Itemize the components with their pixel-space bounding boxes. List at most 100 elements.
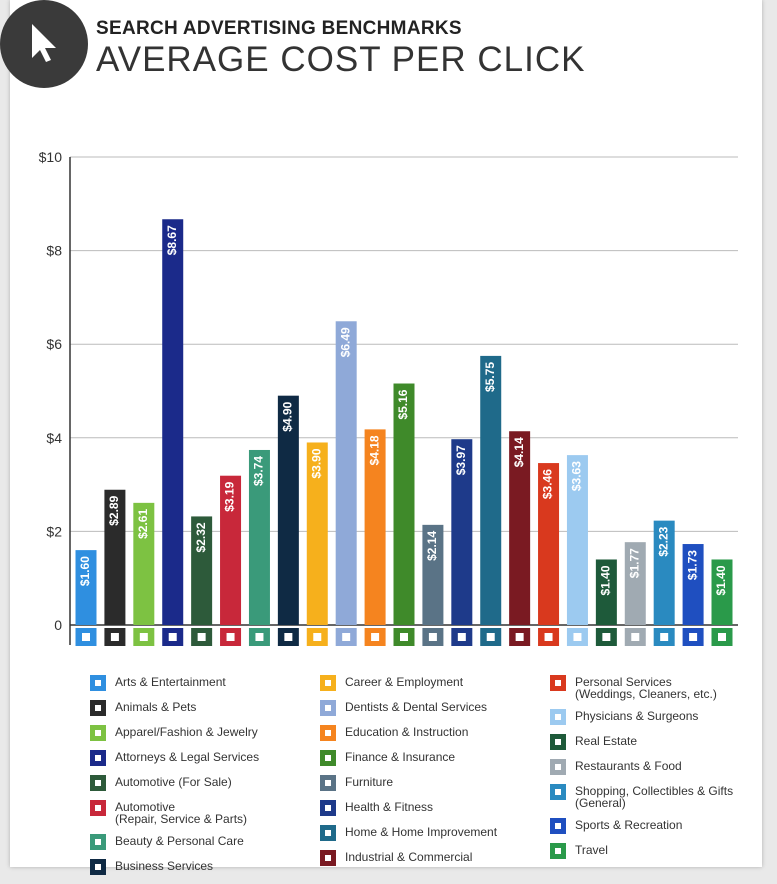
- legend-swatch: [550, 675, 566, 691]
- legend-item: Attorneys & Legal Services: [90, 750, 320, 766]
- value-label: $1.40: [599, 565, 613, 595]
- legend-label: Career & Employment: [345, 675, 464, 689]
- legend-label: Sports & Recreation: [575, 818, 683, 832]
- legend-swatch: [550, 734, 566, 750]
- legend-label: Automotive (For Sale): [115, 775, 232, 789]
- bar: [75, 550, 97, 625]
- legend-label: Furniture: [345, 775, 394, 789]
- category-icon-glyph: [602, 633, 611, 641]
- legend-label: Travel: [575, 843, 608, 857]
- legend-label: Physicians & Surgeons: [575, 709, 699, 723]
- value-label: $3.97: [454, 445, 468, 475]
- value-label: $2.14: [425, 531, 439, 561]
- legend-item: Beauty & Personal Care: [90, 834, 320, 850]
- legend-item: Education & Instruction: [320, 725, 550, 741]
- legend-label: Education & Instruction: [345, 725, 469, 739]
- value-label: $5.75: [483, 362, 497, 392]
- y-tick-label: $10: [39, 149, 63, 165]
- legend-swatch: [320, 750, 336, 766]
- bar: [191, 516, 213, 625]
- category-icon-glyph: [371, 633, 380, 641]
- category-icon-glyph: [631, 633, 640, 641]
- chart: 0 $2 $4 $6 $8 $10 $1.60 $2.89 $2.61 $8.67 $2.32 $3.…: [39, 149, 738, 646]
- legend-item: Health & Fitness: [320, 800, 550, 816]
- value-label: $3.74: [252, 456, 266, 486]
- bar: [364, 429, 386, 625]
- bar: [711, 559, 733, 625]
- legend-swatch: [90, 700, 106, 716]
- bar: [451, 439, 473, 625]
- legend-swatch: [320, 675, 336, 691]
- legend-item: Animals & Pets: [90, 700, 320, 716]
- legend: Arts & Entertainment Animals & Pets Appare…: [90, 675, 777, 884]
- value-label: $2.32: [194, 522, 208, 552]
- legend-item: Restaurants & Food: [550, 759, 777, 775]
- legend-label: Shopping, Collectibles & Gifts (General): [575, 784, 734, 810]
- bar: [162, 219, 184, 625]
- bar: [509, 431, 531, 625]
- legend-item: Apparel/Fashion & Jewelry: [90, 725, 320, 741]
- chart-title: AVERAGE COST PER CLICK: [96, 40, 586, 79]
- category-icon-glyph: [313, 633, 322, 641]
- value-label: $4.14: [512, 437, 526, 467]
- legend-label: Home & Home Improvement: [345, 825, 498, 839]
- legend-swatch: [320, 775, 336, 791]
- category-icon-glyph: [457, 633, 466, 641]
- legend-item: Sports & Recreation: [550, 818, 777, 834]
- legend-item: Personal Services (Weddings, Cleaners, e…: [550, 675, 777, 700]
- category-icon-glyph: [110, 633, 119, 641]
- legend-item: Home & Home Improvement: [320, 825, 550, 841]
- category-icon-glyph: [573, 633, 582, 641]
- legend-swatch: [90, 775, 106, 791]
- category-icon-glyph: [428, 633, 437, 641]
- value-label: $3.63: [570, 461, 584, 491]
- value-label: $1.77: [627, 548, 641, 578]
- legend-label: Automotive (Repair, Service & Parts): [115, 800, 248, 826]
- legend-item: Physicians & Surgeons: [550, 709, 777, 725]
- legend-swatch: [550, 709, 566, 725]
- legend-label: Apparel/Fashion & Jewelry: [115, 725, 258, 739]
- card: 0 $2 $4 $6 $8 $10 $1.60 $2.89 $2.61 $8.67 $2.32 $3.…: [10, 0, 762, 875]
- legend-label: Animals & Pets: [115, 700, 197, 714]
- bar: [306, 442, 328, 625]
- bar: [422, 524, 444, 625]
- legend-item: Arts & Entertainment: [90, 675, 320, 691]
- legend-item: Real Estate: [550, 734, 777, 750]
- category-icon-glyph: [544, 633, 553, 641]
- legend-item: Automotive (For Sale): [90, 775, 320, 791]
- legend-swatch: [320, 850, 336, 866]
- y-tick-label: 0: [54, 617, 62, 633]
- legend-swatch: [320, 700, 336, 716]
- legend-swatch: [90, 750, 106, 766]
- legend-label: Health & Fitness: [345, 800, 434, 814]
- y-tick-label: $8: [46, 243, 62, 259]
- value-label: $2.23: [656, 526, 670, 556]
- legend-item: Automotive (Repair, Service & Parts): [90, 800, 320, 825]
- legend-swatch: [320, 825, 336, 841]
- bar: [104, 489, 126, 625]
- bar: [335, 321, 357, 625]
- value-label: $1.60: [78, 556, 92, 586]
- value-label: $8.67: [165, 225, 179, 255]
- legend-swatch: [320, 800, 336, 816]
- legend-label: Industrial & Commercial: [345, 850, 473, 864]
- legend-label: Dentists & Dental Services: [345, 700, 488, 714]
- bar: [393, 383, 415, 625]
- cursor-icon: [32, 24, 56, 62]
- value-label: $4.90: [281, 401, 295, 431]
- legend-label: Finance & Insurance: [345, 750, 456, 764]
- legend-swatch: [90, 675, 106, 691]
- bar: [220, 475, 242, 625]
- category-icon-glyph: [197, 633, 206, 641]
- bar: [653, 520, 675, 625]
- bar: [133, 502, 155, 625]
- legend-swatch: [320, 725, 336, 741]
- value-label: $3.90: [309, 448, 323, 478]
- legend-swatch: [90, 859, 106, 875]
- category-icon-glyph: [486, 633, 495, 641]
- category-icon-glyph: [255, 633, 264, 641]
- category-icon-glyph: [168, 633, 177, 641]
- category-icon-glyph: [139, 633, 148, 641]
- category-icon-glyph: [660, 633, 669, 641]
